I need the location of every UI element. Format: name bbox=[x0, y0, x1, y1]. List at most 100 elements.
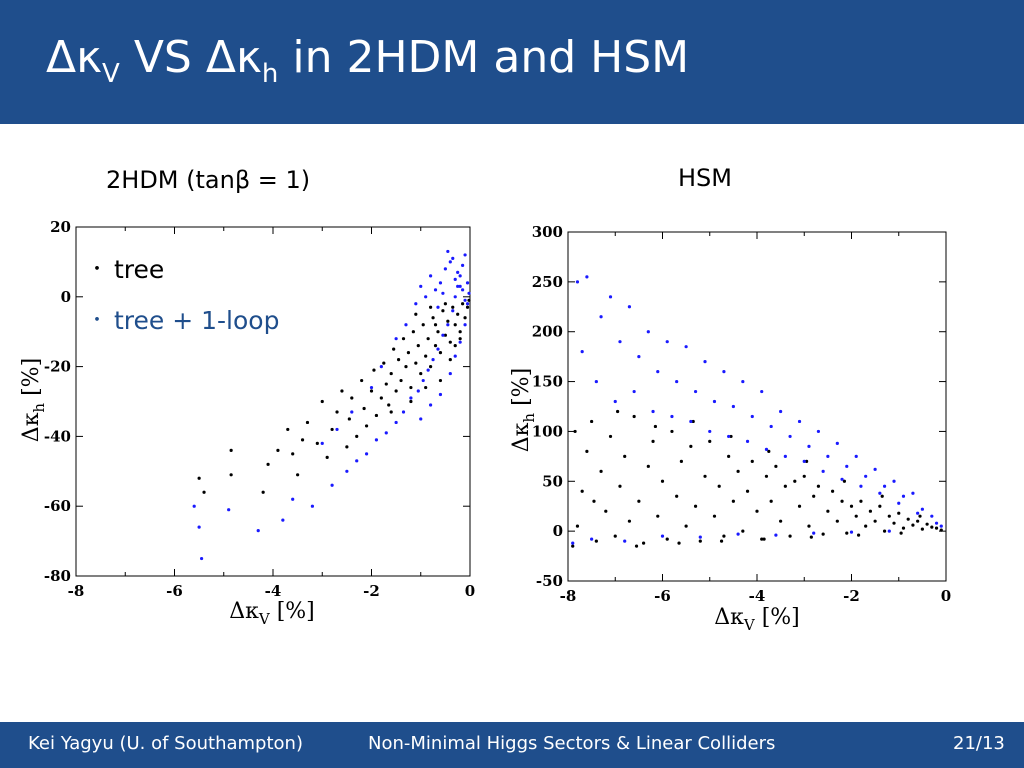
y-tick-label: -80 bbox=[44, 567, 71, 585]
data-point bbox=[835, 441, 839, 445]
data-point bbox=[812, 494, 816, 498]
data-point bbox=[826, 509, 830, 513]
data-point bbox=[805, 459, 809, 463]
data-point bbox=[453, 277, 457, 281]
data-point bbox=[901, 494, 906, 498]
data-point bbox=[632, 414, 636, 419]
y-tick-label: 50 bbox=[542, 472, 563, 490]
data-point bbox=[880, 494, 884, 498]
data-point bbox=[797, 419, 802, 424]
data-point bbox=[750, 459, 754, 463]
x-tick-label: -2 bbox=[843, 587, 860, 605]
data-point bbox=[441, 291, 445, 295]
data-point bbox=[722, 370, 726, 374]
y-axis-label: Δκh [%] bbox=[19, 358, 48, 442]
data-point bbox=[456, 284, 460, 288]
data-point bbox=[670, 414, 674, 419]
data-point bbox=[703, 360, 707, 364]
data-point bbox=[461, 288, 465, 292]
data-point bbox=[660, 534, 665, 538]
data-point bbox=[882, 529, 887, 533]
data-point bbox=[722, 534, 726, 538]
x-tick-label: -6 bbox=[166, 582, 183, 600]
data-point bbox=[623, 454, 627, 458]
y-tick-label: 200 bbox=[532, 323, 563, 341]
data-point bbox=[916, 519, 920, 523]
x-tick-label: 0 bbox=[465, 582, 475, 600]
data-point bbox=[300, 438, 305, 442]
y-axis-label: Δκh [%] bbox=[509, 368, 538, 452]
data-point bbox=[930, 514, 934, 518]
data-point bbox=[840, 477, 844, 481]
data-point bbox=[608, 434, 613, 439]
x-tick-label: 0 bbox=[941, 587, 951, 605]
data-point bbox=[892, 479, 896, 483]
y-tick-label: 100 bbox=[532, 422, 563, 440]
x-tick-label: -6 bbox=[654, 587, 671, 605]
data-point bbox=[849, 504, 854, 508]
data-point bbox=[783, 484, 787, 488]
data-point bbox=[769, 499, 773, 503]
data-point bbox=[429, 305, 433, 309]
data-point bbox=[604, 509, 608, 513]
data-point bbox=[360, 378, 364, 383]
data-point bbox=[826, 454, 830, 458]
data-point bbox=[431, 316, 435, 320]
data-point bbox=[708, 439, 712, 443]
data-point bbox=[394, 389, 398, 393]
data-point bbox=[693, 504, 698, 508]
data-point bbox=[788, 534, 792, 538]
data-point bbox=[745, 489, 750, 493]
data-point bbox=[350, 410, 354, 414]
data-point bbox=[453, 323, 457, 327]
data-point bbox=[419, 417, 423, 421]
legend-bullet: ・ bbox=[88, 310, 106, 331]
data-point bbox=[199, 556, 204, 561]
data-point bbox=[296, 473, 300, 477]
data-point bbox=[774, 533, 778, 537]
data-point bbox=[892, 521, 896, 525]
data-point bbox=[821, 469, 825, 473]
data-point bbox=[305, 420, 310, 425]
data-point bbox=[939, 524, 943, 528]
legend-tree-loop-label: tree + 1-loop bbox=[114, 306, 280, 335]
data-point bbox=[202, 490, 206, 494]
data-point bbox=[736, 469, 740, 473]
data-point bbox=[571, 544, 575, 548]
data-point bbox=[859, 484, 863, 488]
data-point bbox=[438, 392, 443, 397]
data-point bbox=[762, 537, 766, 541]
data-point bbox=[401, 337, 406, 341]
data-point bbox=[656, 370, 660, 374]
data-point bbox=[689, 444, 693, 448]
data-point bbox=[325, 455, 329, 459]
y-tick-label: 20 bbox=[50, 218, 71, 236]
data-point bbox=[406, 351, 411, 355]
data-point bbox=[849, 530, 854, 534]
data-point bbox=[665, 537, 669, 541]
data-point bbox=[414, 312, 418, 316]
data-point bbox=[736, 532, 740, 536]
data-point bbox=[580, 350, 584, 354]
data-point bbox=[727, 434, 731, 439]
data-point bbox=[859, 499, 863, 503]
data-point bbox=[229, 473, 233, 477]
x-tick-label: -4 bbox=[265, 582, 282, 600]
data-point bbox=[698, 535, 702, 539]
data-point bbox=[229, 448, 233, 452]
data-point bbox=[845, 531, 849, 535]
legend-tree-label: tree bbox=[114, 255, 165, 284]
data-point bbox=[911, 491, 915, 495]
data-point bbox=[443, 267, 447, 271]
legend-tree-loop: ・ tree + 1-loop bbox=[88, 306, 279, 335]
data-point bbox=[281, 518, 285, 522]
data-point bbox=[382, 361, 386, 365]
data-point bbox=[864, 524, 868, 528]
data-point bbox=[355, 459, 359, 463]
data-point bbox=[429, 274, 433, 278]
data-point bbox=[409, 385, 413, 390]
legend-tree: ・ tree bbox=[88, 255, 164, 284]
data-point bbox=[920, 527, 924, 531]
data-point bbox=[623, 539, 627, 543]
